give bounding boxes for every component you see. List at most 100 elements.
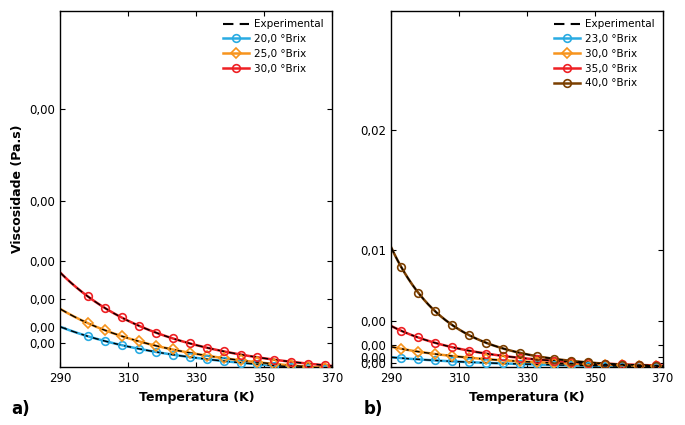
30,0 °Brix xyxy=(253,355,262,360)
40,0 °Brix xyxy=(533,354,541,359)
Line: 30,0 °Brix: 30,0 °Brix xyxy=(397,345,660,370)
30,0 °Brix xyxy=(414,349,422,354)
35,0 °Brix xyxy=(414,335,422,340)
30,0 °Brix xyxy=(236,352,245,357)
30,0 °Brix xyxy=(567,361,575,366)
23,0 °Brix xyxy=(567,363,575,368)
35,0 °Brix xyxy=(652,363,660,368)
40,0 °Brix xyxy=(414,290,422,295)
23,0 °Brix xyxy=(482,360,490,366)
20,0 °Brix xyxy=(134,346,142,351)
30,0 °Brix xyxy=(84,294,92,299)
40,0 °Brix xyxy=(431,309,439,314)
X-axis label: Temperatura (K): Temperatura (K) xyxy=(469,391,585,404)
30,0 °Brix xyxy=(431,351,439,357)
40,0 °Brix xyxy=(448,323,456,328)
40,0 °Brix xyxy=(635,363,643,368)
20,0 °Brix xyxy=(186,354,194,360)
30,0 °Brix xyxy=(321,363,329,368)
23,0 °Brix xyxy=(397,356,406,361)
20,0 °Brix xyxy=(84,334,92,339)
Line: 20,0 °Brix: 20,0 °Brix xyxy=(84,332,329,373)
30,0 °Brix xyxy=(288,359,296,364)
30,0 °Brix xyxy=(516,359,524,364)
40,0 °Brix xyxy=(618,362,626,367)
35,0 °Brix xyxy=(397,328,406,333)
25,0 °Brix xyxy=(304,364,312,369)
23,0 °Brix xyxy=(584,363,592,368)
23,0 °Brix xyxy=(499,361,507,366)
20,0 °Brix xyxy=(271,363,279,368)
25,0 °Brix xyxy=(101,328,109,333)
30,0 °Brix xyxy=(202,345,210,350)
30,0 °Brix xyxy=(304,361,312,366)
30,0 °Brix xyxy=(219,349,227,354)
35,0 °Brix xyxy=(516,355,524,360)
Line: 25,0 °Brix: 25,0 °Brix xyxy=(84,319,329,372)
25,0 °Brix xyxy=(253,360,262,365)
23,0 °Brix xyxy=(448,359,456,364)
30,0 °Brix xyxy=(618,363,626,368)
23,0 °Brix xyxy=(550,363,558,368)
23,0 °Brix xyxy=(414,357,422,362)
30,0 °Brix xyxy=(584,362,592,367)
25,0 °Brix xyxy=(219,356,227,361)
30,0 °Brix xyxy=(134,323,142,328)
30,0 °Brix xyxy=(635,363,643,368)
20,0 °Brix xyxy=(117,343,125,348)
30,0 °Brix xyxy=(465,355,473,360)
30,0 °Brix xyxy=(652,363,660,368)
25,0 °Brix xyxy=(202,353,210,358)
40,0 °Brix xyxy=(397,264,406,269)
30,0 °Brix xyxy=(101,305,109,310)
20,0 °Brix xyxy=(101,338,109,343)
40,0 °Brix xyxy=(482,340,490,345)
35,0 °Brix xyxy=(584,360,592,366)
25,0 °Brix xyxy=(134,339,142,344)
35,0 °Brix xyxy=(533,357,541,362)
25,0 °Brix xyxy=(271,361,279,366)
Line: 35,0 °Brix: 35,0 °Brix xyxy=(397,327,660,369)
Text: a): a) xyxy=(12,400,30,418)
30,0 °Brix xyxy=(533,360,541,365)
30,0 °Brix xyxy=(271,357,279,362)
40,0 °Brix xyxy=(550,356,558,361)
30,0 °Brix xyxy=(397,346,406,351)
Line: 30,0 °Brix: 30,0 °Brix xyxy=(84,292,329,369)
25,0 °Brix xyxy=(151,343,160,348)
Text: b): b) xyxy=(364,400,383,418)
25,0 °Brix xyxy=(321,366,329,371)
20,0 °Brix xyxy=(321,366,329,371)
25,0 °Brix xyxy=(288,363,296,368)
40,0 °Brix xyxy=(465,333,473,338)
30,0 °Brix xyxy=(601,362,609,367)
35,0 °Brix xyxy=(567,360,575,365)
23,0 °Brix xyxy=(618,364,626,369)
35,0 °Brix xyxy=(601,361,609,366)
35,0 °Brix xyxy=(499,353,507,358)
20,0 °Brix xyxy=(304,366,312,371)
30,0 °Brix xyxy=(482,357,490,362)
23,0 °Brix xyxy=(601,363,609,368)
40,0 °Brix xyxy=(499,346,507,351)
23,0 °Brix xyxy=(652,364,660,369)
35,0 °Brix xyxy=(635,363,643,368)
30,0 °Brix xyxy=(550,360,558,366)
23,0 °Brix xyxy=(516,362,524,367)
30,0 °Brix xyxy=(499,358,507,363)
40,0 °Brix xyxy=(652,363,660,368)
20,0 °Brix xyxy=(288,364,296,369)
30,0 °Brix xyxy=(186,341,194,346)
30,0 °Brix xyxy=(169,336,177,341)
40,0 °Brix xyxy=(601,361,609,366)
40,0 °Brix xyxy=(567,358,575,363)
20,0 °Brix xyxy=(151,349,160,354)
Y-axis label: Viscosidade (Pa.s): Viscosidade (Pa.s) xyxy=(11,125,24,253)
Line: 23,0 °Brix: 23,0 °Brix xyxy=(397,354,660,371)
35,0 °Brix xyxy=(618,362,626,367)
40,0 °Brix xyxy=(516,350,524,355)
35,0 °Brix xyxy=(465,348,473,353)
30,0 °Brix xyxy=(117,315,125,320)
25,0 °Brix xyxy=(236,358,245,363)
35,0 °Brix xyxy=(482,351,490,356)
